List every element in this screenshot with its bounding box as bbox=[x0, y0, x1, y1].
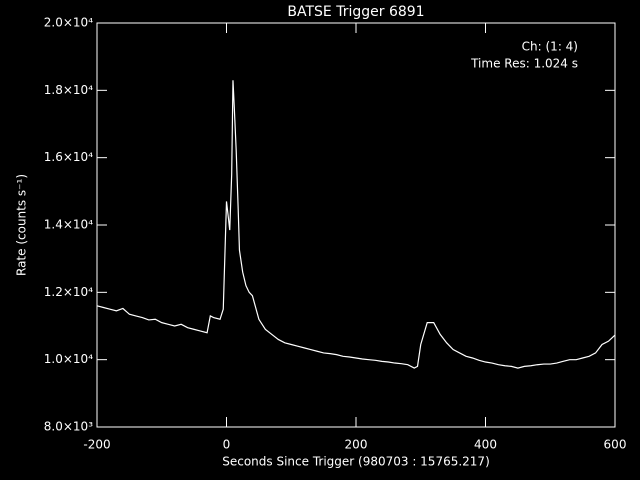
y-tick-label: 1.4×10⁴ bbox=[44, 218, 93, 232]
light-curve bbox=[96, 80, 616, 369]
y-tick-label: 8.0×10³ bbox=[44, 420, 93, 434]
y-axis-label: Rate (counts s⁻¹) bbox=[15, 174, 29, 276]
annotation: Ch: (1: 4) bbox=[522, 40, 578, 54]
y-tick-label: 1.2×10⁴ bbox=[44, 285, 93, 299]
x-tick-label: 0 bbox=[223, 438, 231, 452]
x-tick-label: -200 bbox=[83, 438, 110, 452]
y-tick-label: 1.6×10⁴ bbox=[44, 150, 93, 164]
y-tick-label: 1.0×10⁴ bbox=[44, 352, 93, 366]
x-axis-label: Seconds Since Trigger (980703 : 15765.21… bbox=[222, 455, 490, 469]
x-tick-label: 200 bbox=[345, 438, 368, 452]
x-tick-label: 600 bbox=[604, 438, 627, 452]
y-tick-label: 2.0×10⁴ bbox=[44, 16, 93, 30]
y-tick-label: 1.8×10⁴ bbox=[44, 83, 93, 97]
annotation: Time Res: 1.024 s bbox=[470, 57, 578, 71]
x-tick-label: 400 bbox=[474, 438, 497, 452]
plot-frame bbox=[96, 22, 616, 428]
chart-title: BATSE Trigger 6891 bbox=[287, 4, 424, 20]
